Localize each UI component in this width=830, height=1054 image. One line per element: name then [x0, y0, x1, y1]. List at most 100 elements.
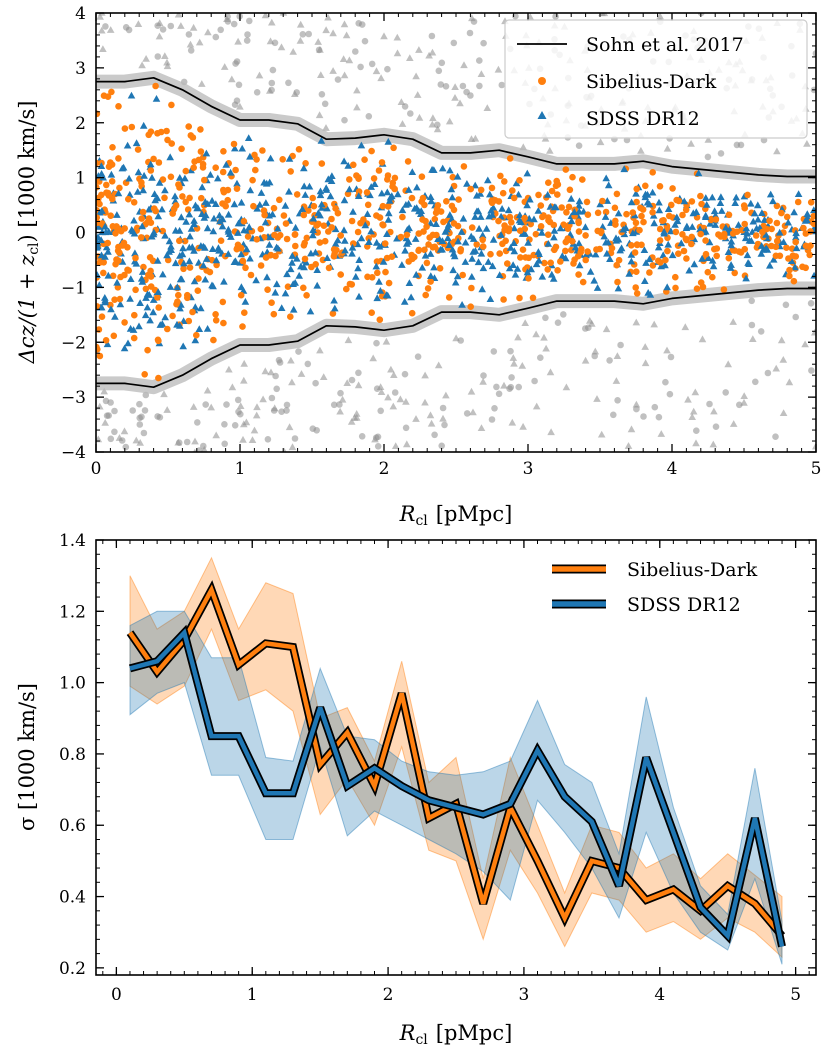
sibelius-point [735, 248, 743, 255]
sibelius-point [611, 204, 619, 212]
sibelius-point [220, 186, 227, 194]
background-point [271, 39, 279, 47]
background-point [434, 361, 443, 369]
sdss-point [510, 239, 518, 246]
background-point [234, 37, 242, 45]
sibelius-point [530, 251, 537, 259]
sdss-point [367, 183, 375, 190]
sdss-point [727, 237, 736, 245]
background-point [401, 370, 409, 378]
sdss-point [432, 220, 440, 227]
background-point [93, 0, 100, 6]
sdss-point [688, 223, 697, 230]
sdss-point [187, 225, 196, 232]
sibelius-point [121, 125, 129, 132]
sdss-point [544, 240, 553, 247]
sdss-point [102, 228, 110, 236]
background-point [129, 407, 136, 414]
sdss-point [378, 189, 386, 197]
sdss-point [190, 220, 198, 228]
sdss-point [497, 231, 505, 238]
background-point [237, 410, 244, 418]
sdss-point [614, 284, 623, 292]
background-point [469, 408, 477, 416]
background-point [353, 86, 361, 94]
background-point [316, 346, 324, 354]
sibelius-point [594, 209, 602, 217]
sibelius-point [300, 242, 308, 249]
sdss-point [641, 190, 650, 198]
sdss-point [379, 258, 388, 265]
sibelius-point [376, 316, 384, 324]
sibelius-point [144, 346, 151, 354]
sibelius-point [810, 212, 816, 220]
sdss-point [523, 169, 532, 177]
sdss-point [300, 164, 308, 172]
background-point [236, 102, 244, 110]
background-point [560, 311, 567, 318]
sibelius-point [320, 222, 328, 229]
background-point [314, 38, 322, 45]
sdss-point [107, 170, 116, 178]
background-point [354, 381, 363, 389]
sibelius-point [702, 250, 710, 258]
background-point [380, 32, 388, 40]
sdss-point [575, 197, 584, 205]
sdss-point [754, 201, 762, 209]
sdss-point [152, 95, 161, 102]
sibelius-point [222, 202, 229, 210]
sibelius-point [633, 185, 640, 193]
sdss-point [538, 272, 547, 280]
sdss-point [598, 223, 607, 230]
sdss-point [150, 228, 158, 236]
sibelius-point [741, 204, 748, 212]
sdss-point [202, 149, 211, 157]
background-point [235, 81, 243, 89]
background-point [267, 5, 275, 12]
sdss-point [446, 166, 454, 174]
sdss-point [474, 258, 483, 266]
sdss-point [177, 275, 186, 283]
sdss-point [668, 251, 677, 259]
sdss-point [116, 300, 125, 308]
sdss-point [181, 174, 189, 182]
background-point [221, 440, 228, 448]
sibelius-point [282, 220, 290, 227]
background-point [329, 29, 337, 37]
background-point [653, 0, 661, 7]
sibelius-point [279, 156, 287, 163]
sdss-point [187, 166, 195, 174]
sibelius-point [501, 178, 508, 185]
sdss-point [245, 223, 253, 231]
sdss-point [627, 198, 636, 206]
sibelius-point [180, 265, 187, 273]
background-point [586, 317, 594, 324]
sibelius-point [608, 244, 616, 252]
sibelius-point [496, 250, 504, 257]
y-tick-label: 4 [75, 4, 86, 24]
sdss-point [101, 222, 109, 230]
sdss-point [309, 231, 317, 239]
background-point [477, 70, 486, 77]
sibelius-point [152, 207, 159, 215]
sibelius-point [130, 199, 138, 206]
sdss-point [286, 265, 295, 273]
background-point [293, 460, 301, 467]
bottom-ylabel: σ [1000 km/s] [15, 683, 39, 831]
sibelius-point [390, 144, 397, 152]
background-point [414, 353, 422, 361]
sibelius-point [800, 224, 807, 232]
sdss-point [289, 280, 297, 287]
bottom-legend: Sibelius-Dark SDSS DR12 [552, 559, 758, 616]
sibelius-point [403, 231, 411, 239]
background-point [209, 456, 217, 463]
sibelius-point [579, 176, 586, 183]
sibelius-point [330, 252, 338, 260]
legend-frame [504, 19, 808, 139]
background-point [396, 395, 405, 403]
sibelius-point [108, 88, 115, 96]
sdss-point [468, 273, 476, 280]
sibelius-point [614, 278, 621, 286]
sibelius-point [422, 291, 430, 299]
sibelius-point [776, 252, 784, 260]
